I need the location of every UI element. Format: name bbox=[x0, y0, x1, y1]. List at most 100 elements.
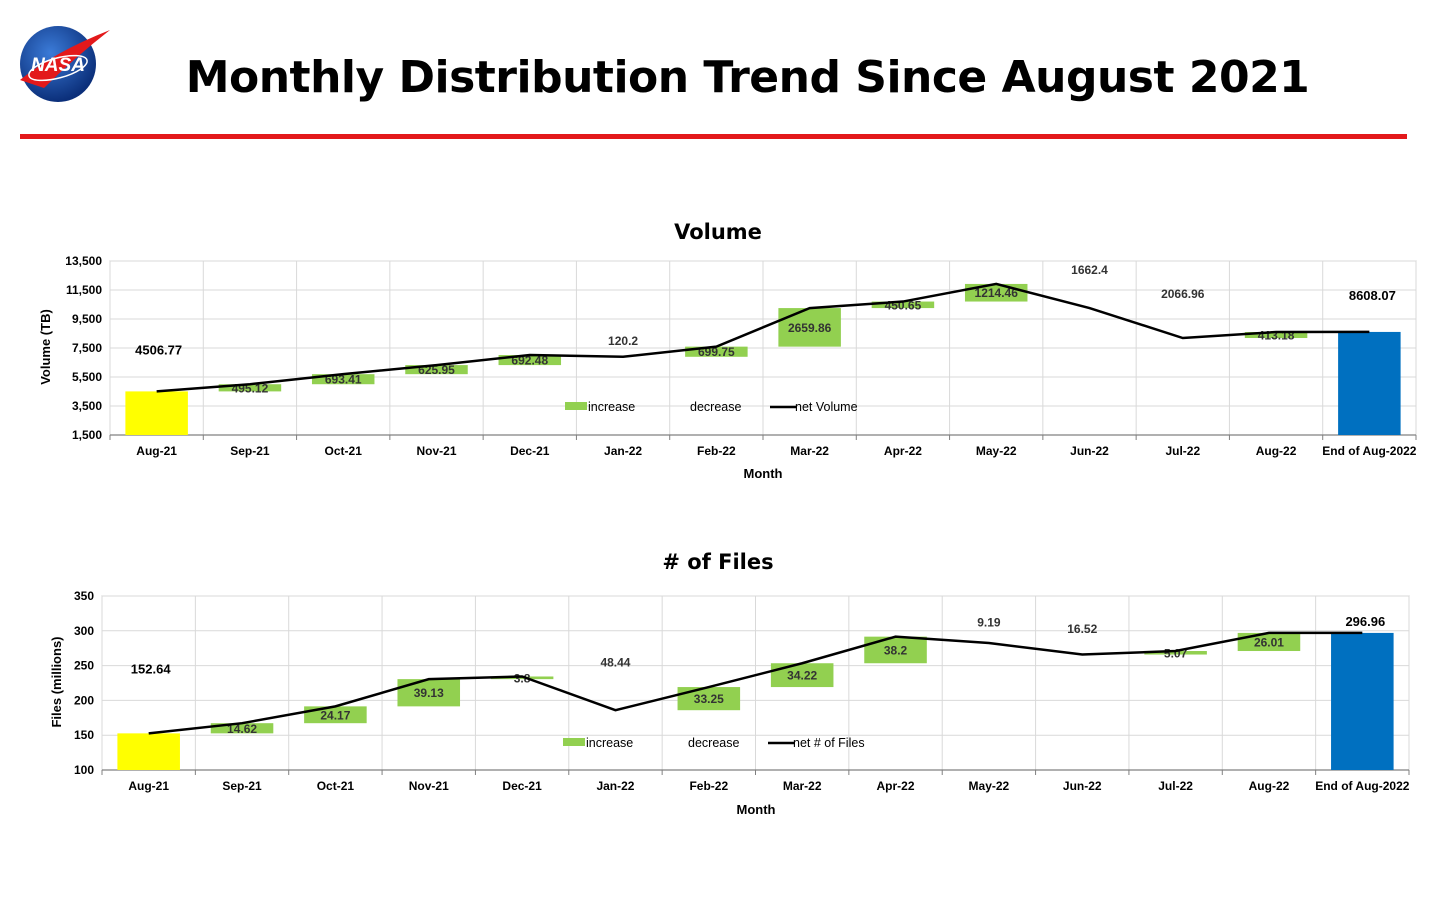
legend-increase-swatch bbox=[565, 402, 587, 410]
x-tick-label: Nov-21 bbox=[409, 779, 449, 793]
x-tick-label: Dec-21 bbox=[510, 444, 550, 458]
y-tick-label: 11,500 bbox=[66, 283, 102, 297]
y-tick-label: 9,500 bbox=[72, 312, 102, 326]
files-chart: # of Files Files (millions) Month 100 150… bbox=[49, 550, 1410, 817]
chart-title: # of Files bbox=[662, 550, 773, 574]
data-label: 3.8 bbox=[514, 671, 531, 685]
y-axis-label: Volume (TB) bbox=[38, 309, 53, 385]
y-tick-label: 7,500 bbox=[72, 341, 102, 355]
increase-bar bbox=[311, 374, 375, 385]
x-tick-label: Feb-22 bbox=[689, 779, 728, 793]
page-title: Monthly Distribution Trend Since August … bbox=[185, 52, 1310, 103]
y-tick-label: 200 bbox=[74, 693, 94, 707]
increase-bar bbox=[218, 384, 282, 392]
start-bar bbox=[117, 733, 180, 770]
x-axis-label: Month bbox=[744, 466, 783, 481]
y-axis-label: Files (millions) bbox=[49, 636, 64, 727]
legend-net-label: net # of Files bbox=[793, 736, 865, 750]
title-divider bbox=[20, 134, 1407, 139]
increase-bar bbox=[778, 308, 841, 347]
increase-bar bbox=[1144, 651, 1207, 655]
legend-increase-swatch bbox=[563, 738, 585, 746]
data-label: 413.18 bbox=[1258, 329, 1295, 343]
net-line bbox=[148, 631, 1363, 735]
x-tick-label: Jul-22 bbox=[1165, 444, 1200, 458]
y-tick-label: 5,500 bbox=[72, 370, 102, 384]
y-tick-label: 150 bbox=[74, 728, 94, 742]
increase-bar bbox=[304, 706, 367, 724]
x-axis-label: Month bbox=[737, 802, 776, 817]
y-tick-label: 1,500 bbox=[72, 428, 102, 442]
legend-increase-label: increase bbox=[586, 736, 633, 750]
y-tick-label: 300 bbox=[74, 624, 94, 638]
x-tick-label: Jun-22 bbox=[1070, 444, 1109, 458]
x-tick-label: Apr-22 bbox=[877, 779, 915, 793]
x-tick-label: Feb-22 bbox=[697, 444, 736, 458]
data-label: 4506.77 bbox=[135, 342, 182, 357]
start-bar bbox=[125, 391, 188, 435]
x-tick-label: Aug-22 bbox=[1249, 779, 1290, 793]
x-tick-label: Jan-22 bbox=[596, 779, 634, 793]
y-tick-label: 100 bbox=[74, 763, 94, 777]
legend-net-label: net Volume bbox=[795, 400, 858, 414]
x-tick-label: Aug-22 bbox=[1256, 444, 1297, 458]
increase-bar bbox=[871, 301, 935, 309]
x-tick-label: Oct-21 bbox=[317, 779, 355, 793]
increase-bar bbox=[677, 687, 741, 711]
increase-bar bbox=[770, 663, 834, 688]
increase-bar bbox=[864, 636, 927, 664]
data-label: 9.19 bbox=[977, 616, 1001, 630]
x-tick-label: Nov-21 bbox=[416, 444, 456, 458]
legend-increase-label: increase bbox=[588, 400, 635, 414]
legend-decrease-label: decrease bbox=[688, 736, 739, 750]
x-tick-label: Mar-22 bbox=[790, 444, 829, 458]
data-label: 120.2 bbox=[608, 334, 638, 348]
x-tick-label: Sep-21 bbox=[222, 779, 262, 793]
data-label: 2066.96 bbox=[1161, 287, 1205, 301]
data-label: 33.25 bbox=[694, 692, 724, 706]
data-label: 48.44 bbox=[600, 655, 630, 669]
data-label: 38.2 bbox=[884, 643, 908, 657]
x-tick-label: May-22 bbox=[976, 444, 1017, 458]
data-label: 14.62 bbox=[227, 722, 257, 736]
x-tick-label: Mar-22 bbox=[783, 779, 822, 793]
x-tick-label: Jul-22 bbox=[1158, 779, 1193, 793]
increase-bar bbox=[405, 365, 468, 375]
x-tick-label: Dec-21 bbox=[502, 779, 542, 793]
nasa-logo: NASA bbox=[20, 26, 110, 102]
volume-chart: Volume Volume (TB) Month 1,500 3,500 5,500… bbox=[38, 220, 1417, 481]
increase-bar bbox=[1244, 332, 1308, 339]
y-tick-label: 13,500 bbox=[65, 254, 102, 268]
y-tick-label: 350 bbox=[74, 589, 94, 603]
increase-bar bbox=[397, 679, 461, 707]
end-total-bar bbox=[1331, 632, 1394, 770]
data-label: 296.96 bbox=[1345, 614, 1385, 629]
x-tick-label: May-22 bbox=[969, 779, 1010, 793]
x-tick-label: Oct-21 bbox=[325, 444, 363, 458]
data-label: 34.22 bbox=[787, 669, 817, 683]
y-tick-label: 250 bbox=[74, 659, 94, 673]
data-label: 26.01 bbox=[1254, 635, 1284, 649]
data-label: 2659.86 bbox=[788, 321, 832, 335]
increase-bar bbox=[210, 723, 274, 734]
x-tick-label: End of Aug-2022 bbox=[1322, 444, 1417, 458]
x-tick-label: Aug-21 bbox=[136, 444, 177, 458]
legend-decrease-label: decrease bbox=[690, 400, 741, 414]
y-tick-label: 3,500 bbox=[72, 399, 102, 413]
increase-bar bbox=[1237, 632, 1301, 652]
data-label: 1214.46 bbox=[975, 286, 1019, 300]
x-tick-label: End of Aug-2022 bbox=[1315, 779, 1410, 793]
end-total-bar bbox=[1338, 331, 1401, 435]
x-tick-label: Sep-21 bbox=[230, 444, 270, 458]
net-line bbox=[156, 282, 1370, 393]
chart-title: Volume bbox=[674, 220, 762, 244]
data-label: 39.13 bbox=[414, 686, 444, 700]
increase-bar bbox=[685, 346, 748, 357]
svg-text:NASA: NASA bbox=[31, 55, 85, 76]
data-label: 24.17 bbox=[320, 708, 350, 722]
data-label: 152.64 bbox=[131, 661, 172, 676]
x-tick-label: Jan-22 bbox=[604, 444, 642, 458]
data-label: 1662.4 bbox=[1071, 263, 1108, 277]
x-tick-label: Apr-22 bbox=[884, 444, 922, 458]
data-label: 16.52 bbox=[1067, 622, 1097, 636]
